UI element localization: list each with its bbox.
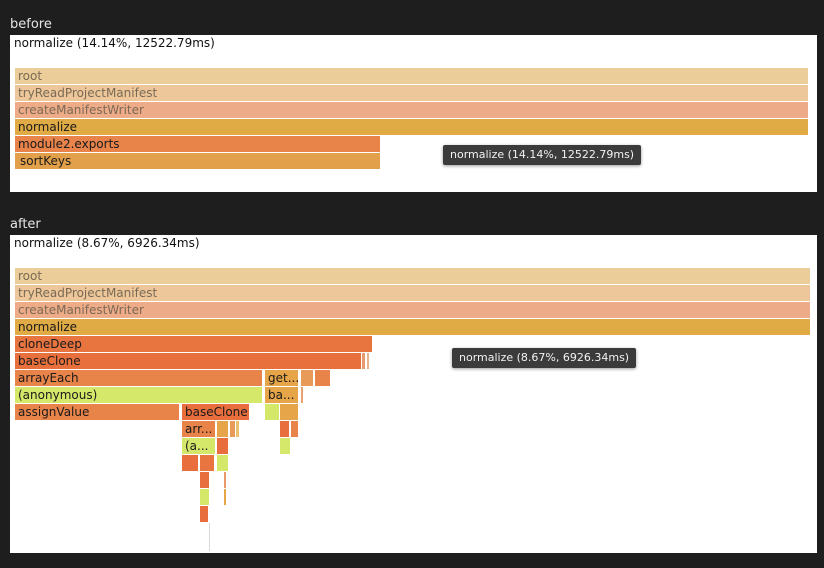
after-frame-r11-small-1[interactable] — [200, 489, 210, 505]
after-frame-tryReadProjectManifest[interactable]: tryReadProjectManifest — [15, 285, 811, 301]
after-frame-r6-small-1[interactable] — [265, 404, 280, 420]
after-frame-createManifestWriter[interactable]: createManifestWriter — [15, 302, 811, 318]
after-flamegraph-panel: normalize (8.67%, 6926.34ms) root tryRea… — [10, 235, 817, 553]
after-frame-arr[interactable]: arr... — [182, 421, 216, 437]
after-frame-r10-small-1[interactable] — [200, 472, 210, 488]
before-section-label: before — [10, 17, 52, 32]
after-frame-r5-small-1[interactable] — [301, 387, 304, 403]
after-frame-r9-small-2[interactable] — [200, 455, 215, 471]
before-panel-title: normalize (14.14%, 12522.79ms) — [14, 36, 215, 50]
after-panel-title: normalize (8.67%, 6926.34ms) — [14, 236, 200, 250]
after-frame-r11-small-2[interactable] — [224, 489, 227, 505]
before-frame-normalize[interactable]: normalize — [15, 119, 809, 135]
before-flamegraph-panel: normalize (14.14%, 12522.79ms) root tryR… — [10, 35, 817, 192]
after-frame-r12-small-1[interactable] — [200, 506, 209, 522]
after-frame-get[interactable]: get... — [265, 370, 299, 386]
after-frame-baseClone[interactable]: baseClone — [15, 353, 362, 369]
after-frame-baseClone-2[interactable]: baseClone — [182, 404, 250, 420]
before-frame-module2-exports[interactable]: module2.exports — [15, 136, 381, 152]
after-frame-arrayEach[interactable]: arrayEach — [15, 370, 263, 386]
before-tooltip: normalize (14.14%, 12522.79ms) — [443, 145, 642, 165]
after-frame-baseClone-sliver-2[interactable] — [367, 353, 370, 369]
after-frame-r7-small-4[interactable] — [280, 421, 290, 437]
after-frame-r8-small-2[interactable] — [280, 438, 291, 454]
after-frame-r7-small-5[interactable] — [291, 421, 299, 437]
after-frame-cloneDeep[interactable]: cloneDeep — [15, 336, 373, 352]
after-frame-r10-small-2[interactable] — [224, 472, 227, 488]
after-frame-baseClone-sliver-1[interactable] — [362, 353, 366, 369]
after-frame-ba[interactable]: ba... — [265, 387, 299, 403]
before-frame-createManifestWriter[interactable]: createManifestWriter — [15, 102, 809, 118]
after-section-label: after — [10, 217, 41, 232]
after-frame-r8-small-1[interactable] — [217, 438, 229, 454]
after-frame-r4-small-2[interactable] — [315, 370, 331, 386]
after-frame-r6-small-2[interactable] — [280, 404, 299, 420]
after-frame-normalize[interactable]: normalize — [15, 319, 811, 335]
after-frame-r7-small-1[interactable] — [217, 421, 229, 437]
after-frame-root[interactable]: root — [15, 268, 811, 284]
before-frame-tryReadProjectManifest[interactable]: tryReadProjectManifest — [15, 85, 809, 101]
after-frame-anonymous[interactable]: (anonymous) — [15, 387, 263, 403]
after-frame-assignValue[interactable]: assignValue — [15, 404, 180, 420]
after-frame-r7-small-3[interactable] — [236, 421, 240, 437]
after-frame-a[interactable]: (a... — [182, 438, 216, 454]
after-frame-r9-small-1[interactable] — [182, 455, 199, 471]
after-frame-r7-small-2[interactable] — [230, 421, 236, 437]
after-frame-r9-small-3[interactable] — [217, 455, 229, 471]
before-frame-sortKeys[interactable]: sortKeys — [15, 153, 381, 169]
before-frame-root[interactable]: root — [15, 68, 809, 84]
after-frame-stem — [209, 523, 210, 551]
after-tooltip: normalize (8.67%, 6926.34ms) — [452, 348, 637, 368]
after-frame-r4-small-1[interactable] — [301, 370, 314, 386]
